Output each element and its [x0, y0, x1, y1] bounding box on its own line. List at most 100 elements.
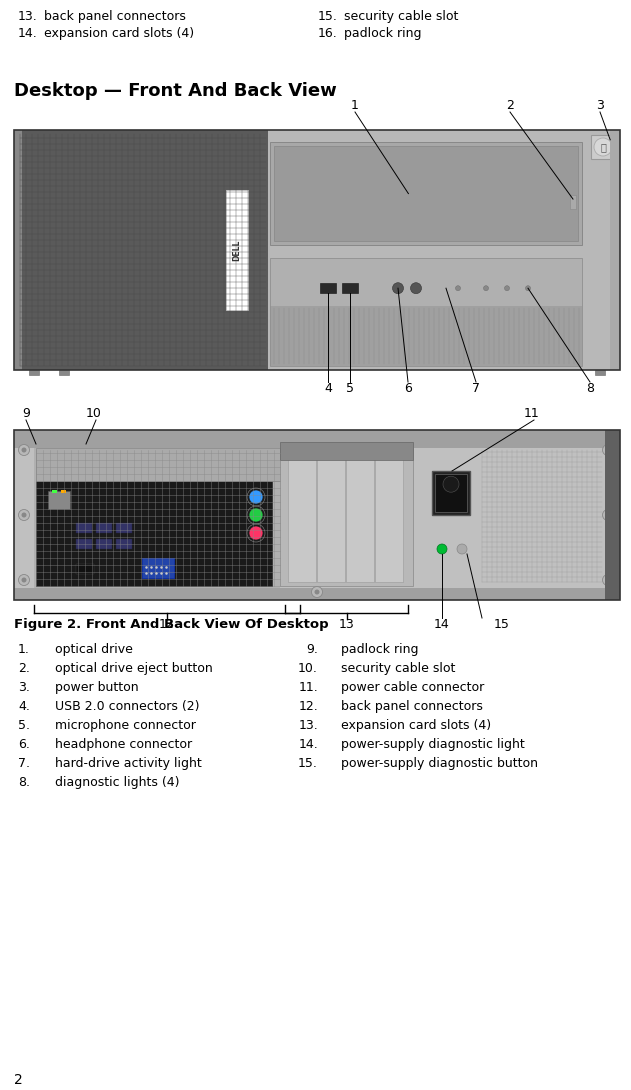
Bar: [14, 429, 620, 448]
Circle shape: [249, 490, 263, 504]
Text: back panel connectors: back panel connectors: [341, 700, 483, 713]
Bar: [14, 130, 620, 370]
Text: Figure 2. Front And Back View Of Desktop: Figure 2. Front And Back View Of Desktop: [14, 618, 329, 631]
Circle shape: [18, 574, 30, 585]
Text: 2: 2: [14, 1073, 23, 1087]
Bar: [34, 448, 280, 588]
Circle shape: [314, 590, 319, 594]
Text: 4: 4: [324, 382, 332, 395]
Bar: [268, 130, 620, 370]
Circle shape: [606, 512, 611, 518]
Text: 10: 10: [86, 407, 102, 420]
Text: USB 2.0 connectors (2): USB 2.0 connectors (2): [55, 700, 199, 713]
Circle shape: [594, 138, 612, 156]
Text: microphone connector: microphone connector: [55, 719, 196, 732]
Bar: [605, 429, 620, 600]
Text: 1.: 1.: [18, 643, 30, 656]
Text: ⏻: ⏻: [600, 142, 606, 152]
Circle shape: [443, 476, 459, 493]
Text: 14: 14: [434, 618, 450, 631]
Text: optical drive eject button: optical drive eject button: [55, 662, 213, 675]
Text: Desktop — Front And Back View: Desktop — Front And Back View: [14, 82, 337, 100]
Circle shape: [392, 282, 403, 293]
Text: security cable slot: security cable slot: [344, 10, 458, 23]
Text: 8: 8: [586, 382, 594, 395]
Text: 9: 9: [22, 407, 30, 420]
Bar: [317, 452, 345, 582]
Text: 1: 1: [351, 99, 359, 112]
Text: 10.: 10.: [298, 662, 318, 675]
Bar: [52, 490, 57, 493]
Text: expansion card slots (4): expansion card slots (4): [44, 27, 194, 40]
Text: 2.: 2.: [18, 662, 30, 675]
Bar: [432, 471, 470, 514]
Text: 8.: 8.: [18, 776, 30, 789]
Circle shape: [249, 508, 263, 522]
Bar: [14, 130, 22, 370]
Circle shape: [18, 509, 30, 521]
Text: 15.: 15.: [318, 10, 338, 23]
Circle shape: [21, 512, 27, 518]
Bar: [76, 523, 92, 533]
Text: 6: 6: [404, 382, 412, 395]
Bar: [14, 130, 620, 370]
Bar: [14, 130, 268, 370]
Text: 16.: 16.: [318, 27, 338, 40]
Text: optical drive: optical drive: [55, 643, 133, 656]
Bar: [435, 474, 467, 512]
Text: 12.: 12.: [298, 700, 318, 713]
Text: 5.: 5.: [18, 719, 30, 732]
Bar: [96, 523, 112, 533]
Text: headphone connector: headphone connector: [55, 738, 192, 751]
Bar: [116, 538, 132, 549]
Bar: [346, 452, 374, 582]
Circle shape: [312, 586, 322, 597]
Circle shape: [457, 544, 467, 554]
Circle shape: [603, 509, 613, 521]
Bar: [342, 283, 358, 293]
Bar: [375, 452, 403, 582]
Bar: [36, 481, 272, 586]
Bar: [320, 283, 336, 293]
Bar: [270, 306, 582, 366]
Bar: [570, 195, 576, 209]
Bar: [610, 130, 620, 370]
Bar: [116, 523, 132, 533]
Text: 13.: 13.: [298, 719, 318, 732]
Text: security cable slot: security cable slot: [341, 662, 456, 675]
Circle shape: [411, 282, 422, 293]
Bar: [280, 443, 413, 460]
Text: 5: 5: [346, 382, 354, 395]
Text: 6.: 6.: [18, 738, 30, 751]
Circle shape: [606, 448, 611, 452]
Text: 15.: 15.: [298, 756, 318, 770]
Text: hard-drive activity light: hard-drive activity light: [55, 756, 202, 770]
Circle shape: [456, 286, 461, 291]
Circle shape: [483, 286, 488, 291]
Circle shape: [437, 544, 447, 554]
Bar: [14, 429, 620, 600]
Bar: [226, 190, 248, 310]
Circle shape: [18, 445, 30, 456]
Text: 13.: 13.: [18, 10, 38, 23]
Bar: [288, 452, 316, 582]
Text: 9.: 9.: [306, 643, 318, 656]
Bar: [59, 370, 69, 375]
Bar: [76, 564, 94, 574]
Text: back panel connectors: back panel connectors: [44, 10, 186, 23]
Text: 3.: 3.: [18, 681, 30, 694]
Circle shape: [526, 286, 531, 291]
Text: 4.: 4.: [18, 700, 30, 713]
Circle shape: [21, 578, 27, 582]
Bar: [61, 490, 66, 493]
Bar: [96, 538, 112, 549]
Text: 11.: 11.: [298, 681, 318, 694]
Text: power cable connector: power cable connector: [341, 681, 484, 694]
Bar: [270, 142, 582, 245]
Bar: [36, 448, 297, 481]
Circle shape: [606, 578, 611, 582]
Bar: [280, 448, 413, 586]
Circle shape: [249, 526, 263, 540]
Text: diagnostic lights (4): diagnostic lights (4): [55, 776, 179, 789]
Bar: [270, 258, 582, 366]
